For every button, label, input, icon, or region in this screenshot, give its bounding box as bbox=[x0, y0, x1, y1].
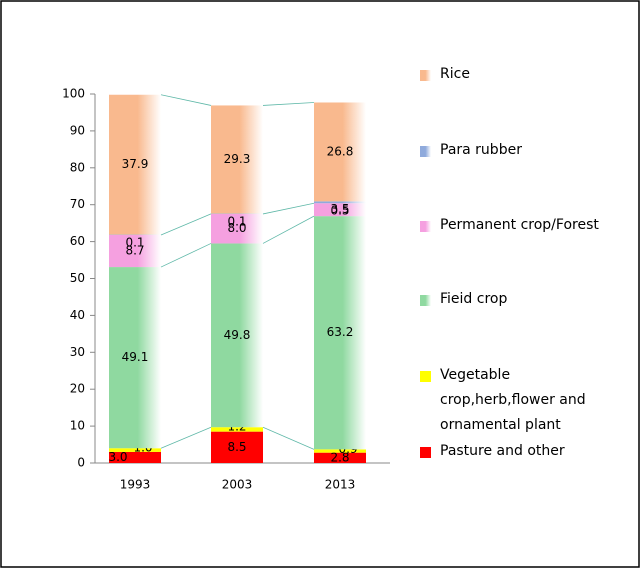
y-tick-label: 70 bbox=[70, 197, 85, 211]
series-line bbox=[262, 215, 315, 244]
data-label: 29.3 bbox=[224, 152, 251, 166]
legend-label: Vegetable crop,herb,flower and ornamenta… bbox=[440, 367, 586, 433]
bar-segment bbox=[211, 105, 263, 214]
data-label: 0.1 bbox=[227, 214, 246, 228]
y-tick-label: 40 bbox=[70, 308, 85, 322]
bar-segment bbox=[314, 201, 366, 204]
legend-swatch bbox=[420, 447, 431, 458]
data-label: 49.8 bbox=[224, 328, 251, 342]
legend-swatch bbox=[420, 221, 431, 232]
data-label: 49.1 bbox=[122, 350, 149, 364]
bar-segment bbox=[314, 216, 366, 450]
legend-swatch bbox=[420, 295, 431, 306]
y-tick-label: 60 bbox=[70, 234, 85, 248]
legend-swatch bbox=[420, 371, 431, 382]
x-tick-label: 2013 bbox=[325, 478, 356, 492]
series-line bbox=[160, 94, 212, 106]
y-tick-label: 20 bbox=[70, 382, 85, 396]
series-line bbox=[262, 102, 315, 106]
data-label: 8.5 bbox=[227, 440, 246, 454]
legend-label: Fieid crop bbox=[440, 291, 508, 307]
bar-segment bbox=[211, 431, 263, 463]
bar-segment bbox=[211, 427, 263, 432]
bar-segment bbox=[314, 452, 366, 463]
legend-swatch bbox=[420, 146, 431, 157]
y-tick-label: 90 bbox=[70, 123, 85, 137]
bar-segment bbox=[314, 102, 366, 202]
data-label: 0.5 bbox=[330, 204, 349, 218]
legend-label: Rice bbox=[440, 66, 470, 82]
series-line bbox=[160, 243, 212, 268]
y-tick-label: 30 bbox=[70, 345, 85, 359]
x-tick-label: 1993 bbox=[120, 478, 151, 492]
data-label: 63.2 bbox=[327, 325, 354, 339]
legend-label: Pasture and other bbox=[440, 443, 565, 459]
legend-swatch bbox=[420, 70, 431, 81]
bar-segment bbox=[109, 267, 161, 449]
x-tick-label: 2003 bbox=[222, 478, 253, 492]
y-tick-label: 50 bbox=[70, 271, 85, 285]
bar-segment bbox=[109, 451, 161, 463]
y-tick-label: 10 bbox=[70, 419, 85, 433]
series-line bbox=[160, 213, 212, 236]
y-tick-label: 0 bbox=[77, 456, 85, 470]
data-label: 8.7 bbox=[125, 244, 144, 258]
bar-segment bbox=[314, 203, 366, 217]
legend-label: Para rubber bbox=[440, 142, 522, 158]
y-tick-label: 100 bbox=[62, 87, 85, 101]
data-label: 8.0 bbox=[227, 221, 246, 235]
bar-segment bbox=[211, 213, 263, 244]
bar-segment bbox=[109, 94, 161, 235]
bar-segment bbox=[314, 449, 366, 453]
series-line bbox=[160, 426, 212, 449]
bar-segment bbox=[211, 243, 263, 428]
bar-segment bbox=[109, 234, 161, 268]
legend-label: Permanent crop/Forest bbox=[440, 217, 599, 233]
series-line bbox=[262, 426, 315, 450]
data-label: 3.5 bbox=[330, 202, 349, 216]
data-label: 26.8 bbox=[327, 144, 354, 158]
data-label: 0.1 bbox=[125, 235, 144, 249]
data-label: 37.9 bbox=[122, 157, 149, 171]
series-line bbox=[262, 202, 315, 215]
data-label: 2.8 bbox=[330, 450, 349, 464]
data-label: 3.0 bbox=[108, 450, 127, 464]
y-tick-label: 80 bbox=[70, 160, 85, 174]
bar-segment bbox=[109, 448, 161, 452]
